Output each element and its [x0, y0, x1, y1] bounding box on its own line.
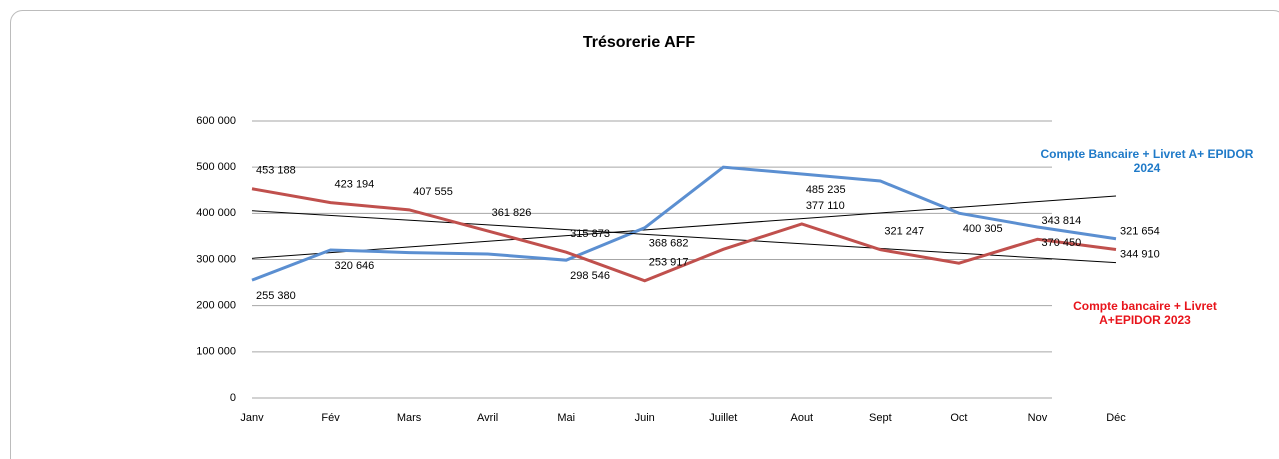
x-tick-label: Juin	[635, 412, 655, 424]
y-tick-label: 600 000	[196, 115, 236, 127]
y-tick-label: 300 000	[196, 253, 236, 265]
data-label: 253 917	[649, 257, 689, 269]
data-label: 361 826	[492, 207, 532, 219]
x-tick-label: Oct	[950, 412, 967, 424]
y-tick-label: 500 000	[196, 161, 236, 173]
legend-entry: Compte bancaire + Livret A+EPIDOR 2023	[1073, 299, 1217, 327]
data-label: 370 450	[1041, 237, 1081, 249]
x-tick-label: Déc	[1106, 412, 1126, 424]
data-label: 400 305	[963, 223, 1003, 235]
x-tick-label: Mars	[397, 412, 422, 424]
data-label: 344 910	[1120, 249, 1160, 261]
chart-title: Trésorerie AFF	[583, 34, 696, 51]
data-label: 423 194	[335, 179, 375, 191]
trend-line	[251, 210, 1117, 264]
data-label: 485 235	[806, 184, 846, 196]
series-line	[251, 187, 1117, 283]
data-label: 321 247	[884, 226, 924, 238]
trend-line	[251, 195, 1117, 259]
data-label: 315 873	[570, 228, 610, 240]
x-tick-label: Mai	[557, 412, 575, 424]
x-tick-label: Fév	[321, 412, 340, 424]
x-tick-label: Aout	[790, 412, 813, 424]
data-label: 255 380	[256, 290, 296, 302]
legend-entry: Compte Bancaire + Livret A+ EPIDOR 2024	[1040, 147, 1254, 175]
data-label: 320 646	[335, 260, 375, 272]
series-line	[251, 165, 1117, 282]
x-tick-label: Sept	[869, 412, 892, 424]
x-tick-label: Juillet	[709, 412, 737, 424]
y-tick-label: 100 000	[196, 346, 236, 358]
data-label: 321 654	[1120, 225, 1160, 237]
data-label: 368 682	[649, 238, 689, 250]
y-tick-label: 0	[230, 392, 236, 404]
data-label: 377 110	[806, 200, 845, 212]
data-label: 453 188	[256, 165, 296, 177]
y-tick-label: 200 000	[196, 300, 236, 312]
x-tick-label: Avril	[477, 412, 498, 424]
x-tick-label: Janv	[240, 412, 264, 424]
x-tick-label: Nov	[1028, 412, 1048, 424]
data-label: 343 814	[1041, 215, 1081, 227]
data-label: 298 546	[570, 270, 610, 282]
data-label: 407 555	[413, 186, 453, 198]
y-tick-label: 400 000	[196, 207, 236, 219]
